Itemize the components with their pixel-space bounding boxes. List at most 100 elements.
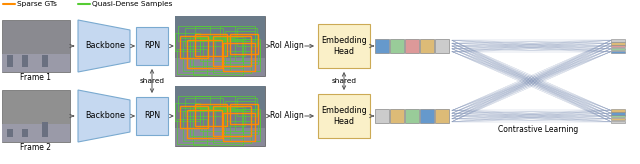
Bar [177,119,207,144]
Bar [190,36,225,66]
Bar [190,106,225,136]
Bar [318,24,370,68]
Bar [183,111,223,141]
Bar [180,106,208,128]
Bar [2,54,70,72]
Bar [183,41,223,71]
Bar [435,109,449,123]
Bar [375,39,389,53]
Text: shared: shared [332,78,356,84]
Bar [175,58,265,76]
Bar [611,45,625,47]
Bar [230,43,260,71]
Bar [175,33,200,51]
Bar [195,34,227,56]
Bar [223,109,258,134]
Bar [223,43,255,71]
Bar [223,39,258,64]
Bar [213,41,251,73]
Bar [435,39,449,53]
Text: Frame 2: Frame 2 [20,143,51,152]
Bar [175,16,265,40]
Bar [230,34,258,54]
Bar [611,39,625,42]
Bar [215,36,245,56]
Bar [237,28,257,46]
Bar [213,106,251,136]
Bar [220,96,255,111]
Polygon shape [78,90,130,142]
Text: Embedding
Head: Embedding Head [321,36,367,56]
Bar [611,115,625,117]
Bar [175,86,265,146]
Text: Sparse GTs: Sparse GTs [17,1,57,7]
Bar [2,124,70,142]
Bar [611,48,625,50]
Text: RoI Align: RoI Align [270,41,304,51]
Bar [318,94,370,138]
Bar [178,96,210,111]
Bar [611,118,625,120]
Bar [195,96,235,108]
Bar [611,112,625,115]
Bar [237,98,257,116]
Text: Contrastive Learning: Contrastive Learning [499,125,579,134]
Bar [180,36,208,58]
Bar [225,101,255,121]
Bar [203,40,243,68]
Bar [193,37,243,75]
Bar [185,28,223,46]
Bar [42,52,48,67]
Bar [175,16,265,76]
Bar [215,106,245,126]
Bar [230,104,258,124]
Text: Backbone: Backbone [85,41,125,51]
Text: shared: shared [140,78,164,84]
Bar [200,39,242,61]
Bar [136,27,168,65]
Bar [22,125,28,137]
Bar [2,90,70,142]
Bar [175,128,265,146]
Text: RPN: RPN [144,112,160,121]
Bar [22,55,28,67]
Bar [611,109,625,112]
Text: RPN: RPN [144,41,160,51]
Bar [213,36,251,66]
Bar [175,103,200,121]
Bar [225,31,255,51]
Bar [405,39,419,53]
Bar [213,111,251,143]
Bar [2,20,70,72]
Bar [200,109,242,131]
Bar [195,26,235,38]
Bar [177,49,207,74]
Bar [187,40,222,68]
Bar [420,39,434,53]
Bar [175,86,265,110]
Bar [230,113,260,141]
Bar [195,104,227,126]
Text: Quasi-Dense Samples: Quasi-Dense Samples [92,1,172,7]
Bar [405,109,419,123]
Bar [223,113,255,141]
Bar [611,42,625,45]
Bar [7,125,13,137]
Bar [220,26,255,41]
Text: Frame 1: Frame 1 [20,72,51,82]
Bar [136,97,168,135]
Bar [180,38,208,58]
Bar [180,108,208,128]
Bar [235,39,260,61]
Bar [187,110,222,138]
Bar [203,110,243,138]
Text: Embedding
Head: Embedding Head [321,106,367,126]
Bar [235,109,260,131]
Bar [611,51,625,53]
Bar [185,98,223,116]
Bar [193,107,243,145]
Bar [420,109,434,123]
Polygon shape [78,20,130,72]
Bar [390,39,404,53]
Bar [375,109,389,123]
